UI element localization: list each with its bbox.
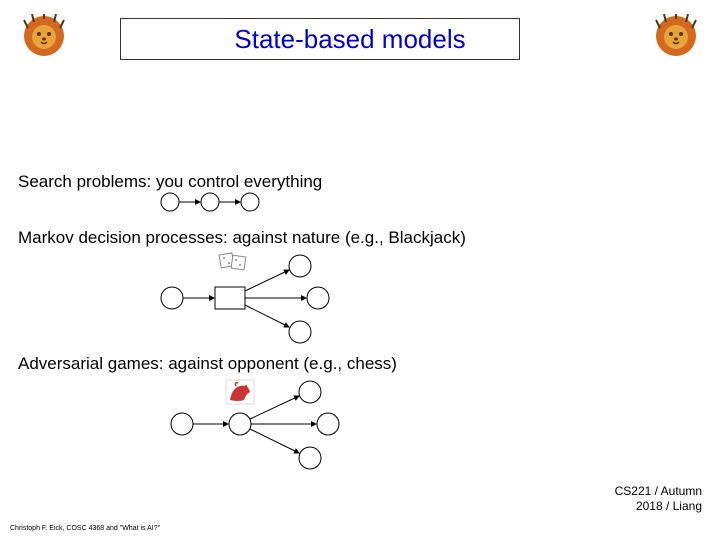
footer-right-line1: CS221 / Autumn bbox=[615, 484, 702, 499]
slide-title-box: State-based models bbox=[120, 18, 520, 60]
lion-icon bbox=[654, 14, 698, 58]
section-adversarial: Adversarial games: against opponent (e.g… bbox=[18, 354, 397, 374]
diagram-search-chain bbox=[160, 190, 270, 219]
lion-icon-left bbox=[22, 14, 66, 58]
footer-right-line2: 2018 / Liang bbox=[615, 499, 702, 514]
lion-icon bbox=[22, 14, 66, 58]
footer-right: CS221 / Autumn 2018 / Liang bbox=[615, 484, 702, 514]
lion-icon-right bbox=[654, 14, 698, 58]
footer-left: Christoph F. Eick, COSC 4368 and "What i… bbox=[10, 525, 160, 532]
diagram-mdp-tree bbox=[160, 250, 340, 351]
section-mdp: Markov decision processes: against natur… bbox=[18, 228, 466, 248]
diagram-adversarial-tree bbox=[170, 376, 350, 477]
slide-title: State-based models bbox=[234, 24, 465, 55]
section-search: Search problems: you control everything bbox=[18, 172, 322, 192]
